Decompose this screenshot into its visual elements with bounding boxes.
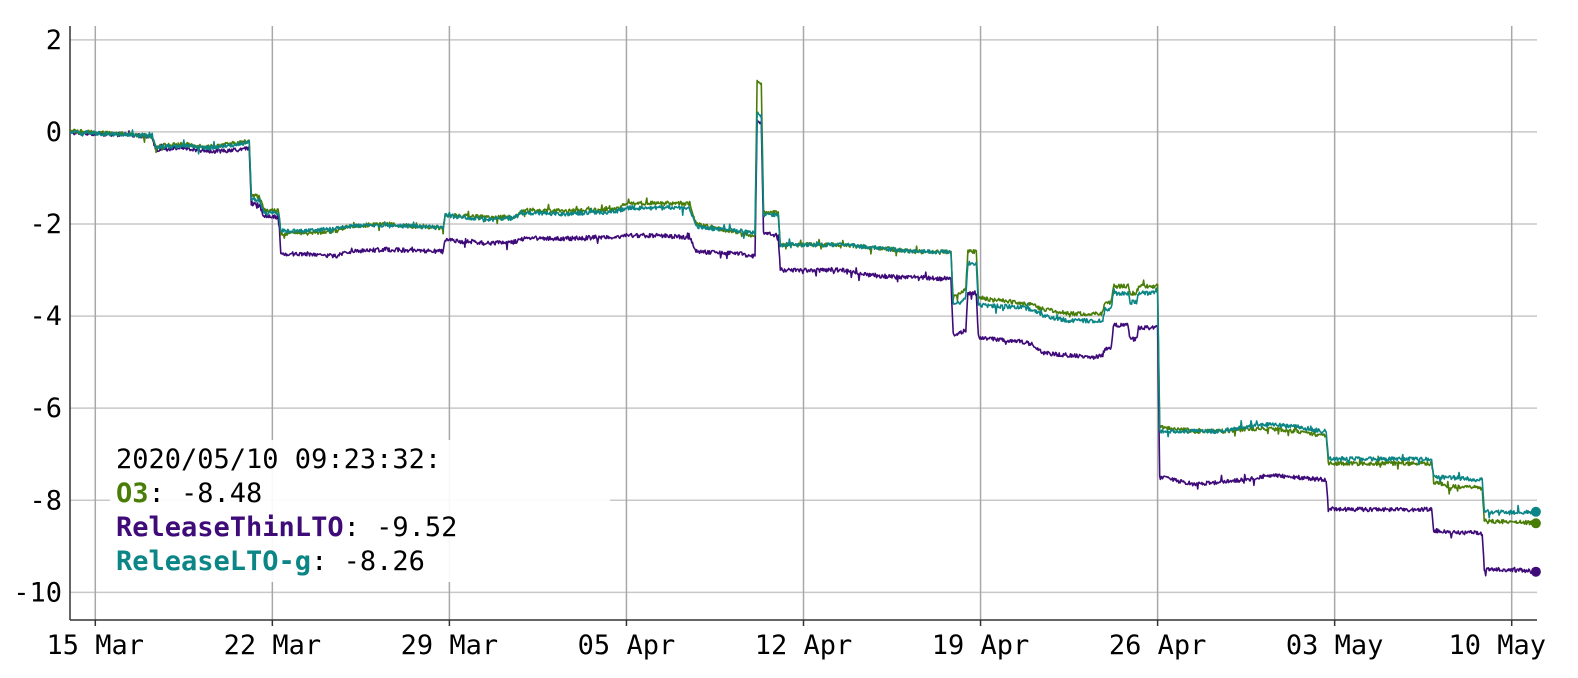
x-tick-label-10-may: 10 May (1448, 630, 1546, 661)
legend-background (110, 440, 610, 582)
x-tick-label-29-mar: 29 Mar (401, 630, 499, 661)
x-tick-label-19-apr: 19 Apr (932, 630, 1030, 661)
legend-name-releaselto-g: ReleaseLTO-g (116, 546, 311, 577)
x-tick-label-26-apr: 26 Apr (1109, 630, 1207, 661)
legend: 2020/05/10 09:23:32: O3: -8.48 ReleaseTh… (110, 440, 610, 582)
series-layer (70, 79, 1541, 577)
legend-timestamp: 2020/05/10 09:23:32: (116, 444, 441, 475)
legend-entry-releaselto-g: ReleaseLTO-g: -8.26 (116, 546, 425, 577)
legend-entry-releasethinlto: ReleaseThinLTO: -9.52 (116, 512, 457, 543)
legend-entry-o3: O3: -8.48 (116, 478, 262, 509)
x-tick-label-05-apr: 05 Apr (578, 630, 676, 661)
x-tick-label-12-apr: 12 Apr (755, 630, 853, 661)
series-end-point-o3 (1530, 518, 1541, 529)
legend-value-releaselto-g: : -8.26 (311, 546, 425, 577)
y-tick-label-8: -8 (29, 485, 62, 516)
y-tick-label-2: 2 (46, 25, 62, 56)
series-end-point-releasethinlto (1530, 566, 1541, 577)
legend-value-releasethinlto: : -9.52 (344, 512, 458, 543)
legend-name-o3: O3 (116, 478, 149, 509)
y-tick-label-10: -10 (13, 577, 62, 608)
legend-name-releasethinlto: ReleaseThinLTO (116, 512, 344, 543)
series-line-releasethinlto (70, 120, 1537, 577)
y-tick-label-0: 0 (46, 117, 62, 148)
y-tick-label-6: -6 (29, 393, 62, 424)
x-tick-label-03-may: 03 May (1286, 630, 1384, 661)
tick-labels: 2 0 -2 -4 -6 -8 -10 15 Mar 22 Mar 29 Mar 05 Apr 12 … (13, 25, 1546, 661)
axes-layer (69, 26, 1537, 626)
series-end-point-releaselto-g (1530, 506, 1541, 517)
x-tick-label-15-mar: 15 Mar (47, 630, 145, 661)
series-line-releaselto-g (70, 111, 1537, 519)
x-tick-label-22-mar: 22 Mar (224, 630, 322, 661)
y-tick-label-2: -2 (29, 209, 62, 240)
y-tick-label-4: -4 (29, 301, 62, 332)
legend-value-o3: : -8.48 (149, 478, 263, 509)
